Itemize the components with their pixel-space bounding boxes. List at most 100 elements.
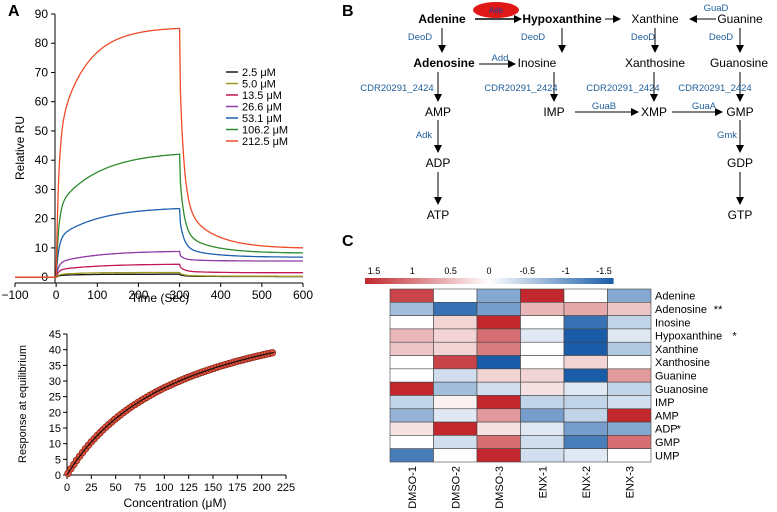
heatmap-cell (520, 288, 565, 303)
colorbar-segment (381, 278, 387, 284)
heatmap-cell (433, 381, 478, 396)
colorbar-segment (406, 278, 412, 284)
heatmap-cell (563, 328, 608, 343)
colorbar-segment (484, 278, 490, 284)
colorbar-segment (451, 278, 457, 284)
colorbar-segment (398, 278, 403, 284)
heatmap-cell (433, 421, 478, 436)
equilibrium-x-tick-label: 175 (228, 482, 246, 494)
equilibrium-x-tick-label: 200 (252, 482, 270, 494)
equilibrium-y-tick-label: 5 (55, 454, 61, 466)
heatmap-colorbar: 1.5 1 0.5 0 -0.5 -1 -1.5 (365, 266, 614, 284)
heatmap-cell (563, 368, 608, 383)
heatmap-cell (389, 355, 434, 370)
heatmap-cell (520, 355, 565, 370)
sensorgram-y-tick-label: 70 (35, 65, 49, 79)
heatmap-cell (520, 395, 565, 410)
equilibrium-x-tick-label: 0 (64, 482, 70, 494)
colorbar-segment (604, 278, 610, 284)
heatmap-cell (520, 341, 565, 356)
enzyme-deod-hypoxanthine: DeoD (521, 32, 545, 43)
equilibrium-y-tick-label: 10 (49, 439, 61, 451)
heatmap-cell (563, 395, 608, 410)
heatmap-cell (433, 315, 478, 330)
equilibrium-x-tick-label: 75 (134, 482, 146, 494)
heatmap-cell (607, 288, 652, 303)
heatmap-cell (389, 288, 434, 303)
enzyme-guaa: GuaA (692, 101, 717, 112)
heatmap-cell (607, 315, 652, 330)
enzyme-cdr-inosine: CDR20291_2424 (484, 83, 557, 94)
heatmap-row-label-adp: ADP (655, 424, 678, 436)
node-amp: AMP (425, 105, 451, 119)
equilibrium-y-tick-label: 45 (49, 329, 61, 341)
heatmap-cell (389, 302, 434, 316)
heatmap-cell (563, 435, 608, 449)
heatmap-cell (389, 368, 434, 383)
enzyme-gmk: Gmk (717, 130, 737, 141)
colorbar-segment (563, 278, 569, 284)
sensorgram-y-label: Relative RU (13, 116, 27, 180)
sensorgram-y-tick-label: 10 (35, 241, 49, 255)
equilibrium-y-tick-label: 30 (49, 376, 61, 388)
heatmap-cell (520, 408, 565, 423)
equilibrium-x-tick-label: 50 (110, 482, 122, 494)
node-xmp: XMP (641, 105, 667, 119)
colorbar-segment (584, 278, 589, 284)
equilibrium-y-tick-label: 0 (55, 470, 61, 482)
colorbar-segment (588, 278, 593, 284)
heatmap-cell (476, 328, 521, 343)
colorbar-segment (538, 278, 544, 284)
equilibrium-fit-line (66, 351, 275, 476)
colorbar-segment (435, 278, 440, 284)
ade-highlight-ellipse (473, 2, 519, 18)
equilibrium-y-tick-label: 35 (49, 360, 61, 372)
enzyme-deod-adenine: DeoD (408, 32, 432, 43)
heatmap-cell (476, 288, 521, 303)
heatmap-column-label-dmso-3: DMSO-3 (494, 466, 506, 509)
heatmap-column-label-enx-3: ENX-3 (624, 466, 636, 498)
node-guanine: Guanine (717, 12, 763, 26)
node-xanthosine: Xanthosine (625, 56, 685, 70)
equilibrium-x-tick-label: 125 (179, 482, 197, 494)
equilibrium-x-tick-label: 225 (277, 482, 295, 494)
heatmap-cell (607, 435, 652, 449)
sensorgram-y-tick-label: 50 (35, 124, 49, 138)
heatmap-row-label-adenine: Adenine (655, 291, 695, 303)
colorbar-segment (447, 278, 453, 284)
colorbar-segment (526, 278, 531, 284)
heatmap-column-label-enx-1: ENX-1 (537, 466, 549, 498)
colorbar-segment (464, 278, 469, 284)
heatmap-cell (607, 302, 652, 316)
enzyme-ade: Ade (489, 6, 504, 15)
legend-label-2-5-m: 2.5 μM (242, 67, 276, 79)
sensorgram-x-tick-label: 200 (128, 288, 148, 302)
heatmap-cell (607, 448, 652, 463)
sensorgram-series-26-6-m (15, 250, 303, 278)
purine-pathway-diagram: Adenine Hypoxanthine Xanthine Guanine Ad… (360, 2, 768, 222)
heatmap-cell (520, 421, 565, 436)
heatmap-cell (476, 435, 521, 449)
colorbar-segment (480, 278, 486, 284)
heatmap-cell (563, 288, 608, 303)
equilibrium-y-tick-label: 25 (49, 392, 61, 404)
sensorgram-series-106-2-m (15, 153, 303, 278)
node-inosine: Inosine (518, 56, 557, 70)
heatmap-cell (476, 368, 521, 383)
heatmap-significance-mark: * (677, 424, 682, 436)
heatmap-cell (389, 435, 434, 449)
colorbar-segment (567, 278, 573, 284)
colorbar-tick-label: -0.5 (520, 266, 536, 276)
colorbar-segment (501, 278, 507, 284)
heatmap-cell (433, 355, 478, 370)
heatmap-cell (389, 421, 434, 436)
legend-label-26-6-m: 26.6 μM (242, 102, 282, 114)
colorbar-tick-label: -1 (562, 266, 570, 276)
heatmap-cell (433, 302, 478, 316)
colorbar-segment (439, 278, 445, 284)
node-adp: ADP (426, 156, 451, 170)
sensorgram-x-tick-label: 0 (53, 288, 60, 302)
heatmap-cell (476, 315, 521, 330)
